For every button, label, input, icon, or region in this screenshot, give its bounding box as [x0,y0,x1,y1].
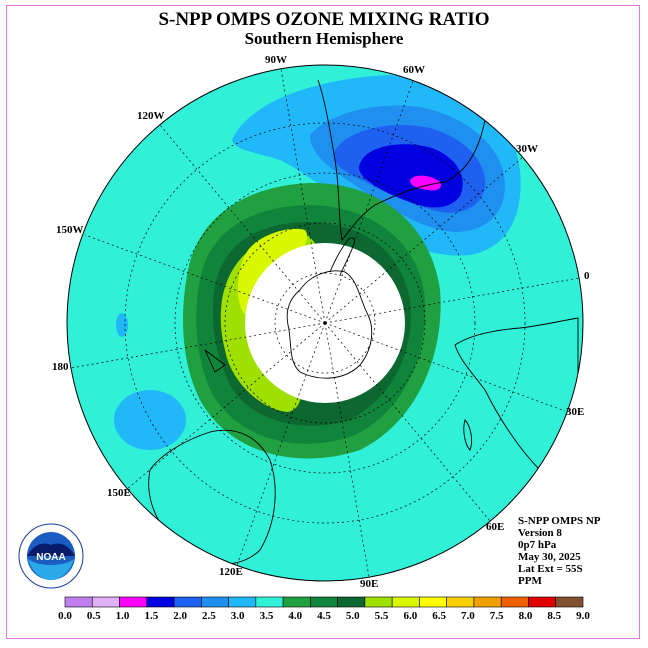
colorbar-tick-label: 0.0 [58,610,72,622]
colorbar-tick-label: 6.5 [432,610,446,622]
colorbar-tick-label: 3.0 [231,610,245,622]
info-product: S-NPP OMPS NP [518,515,601,527]
colorbar-tick-label: 5.5 [375,610,389,622]
colorbar-tick-label: 8.5 [547,610,561,622]
noaa-logo: NOAA [18,523,84,589]
contour-1p5-2p0 [359,144,463,208]
info-version: Version 8 [518,527,562,539]
lon-label-150e: 150E [107,487,131,499]
new-zealand-coast [204,349,226,373]
colorbar-tick-label: 8.0 [519,610,533,622]
contour-patch-small [116,313,128,337]
colorbar-tick-label: 2.0 [173,610,187,622]
colorbar-tick-label: 3.5 [260,610,274,622]
colorbar-swatch [255,596,284,608]
map-subtitle: Southern Hemisphere [244,29,404,48]
lon-label-120e: 120E [219,566,243,578]
colorbar-swatch [146,596,175,608]
colorbar-swatch [555,596,584,608]
colorbar-swatch [282,596,311,608]
colorbar-swatch [310,596,338,608]
lon-label-90e: 90E [360,578,378,590]
colorbar-swatch [173,596,202,608]
colorbar-tick-label: 9.0 [576,610,590,622]
lon-label-120w: 120W [137,110,165,122]
south-pole-dot [323,321,327,325]
lon-label-60w: 60W [403,64,425,76]
product-info: S-NPP OMPS NP Version 8 0p7 hPa May 30, … [518,515,601,587]
colorbar-tick-label: 4.0 [288,610,302,622]
colorbar-swatch [364,596,393,608]
lon-label-30w: 30W [516,143,538,155]
info-date: May 30, 2025 [518,551,581,563]
colorbar-tick-label: 6.0 [403,610,417,622]
lon-label-150w: 150W [56,224,84,236]
colorbar-tick-label: 2.5 [202,610,216,622]
colorbar-tick-label: 7.5 [490,610,504,622]
colorbar-swatch [473,596,502,608]
colorbar-swatch [91,596,120,608]
colorbar-swatch [337,596,366,608]
lon-label-0: 0 [584,270,590,282]
colorbar-swatch [500,596,529,608]
colorbar-swatch [528,596,557,608]
colorbar-swatch [119,596,148,608]
colorbar-tick-label: 4.5 [317,610,331,622]
colorbar-tick-label: 1.0 [116,610,130,622]
colorbar-tick-label: 0.5 [87,610,101,622]
colorbar-swatch [391,596,420,608]
australia-coast [148,429,276,565]
lon-label-180: 180 [52,361,69,373]
colorbar-tick-label: 1.5 [144,610,158,622]
lon-label-90w: 90W [265,54,287,66]
map-title: S-NPP OMPS OZONE MIXING RATIO [158,9,490,30]
colorbar-swatch [419,596,447,608]
colorbar-swatch [201,596,229,608]
antarctica-coast [286,270,373,379]
lon-label-30e: 30E [566,406,584,418]
map-border [66,64,584,582]
colorbar-swatch [446,596,475,608]
info-lat-ext: Lat Ext = 55S [518,563,583,575]
colorbar-tick-label: 5.0 [346,610,360,622]
madagascar-coast [463,419,473,451]
lon-label-60e: 60E [486,521,504,533]
colorbar-swatch [64,596,93,608]
colorbar-swatch [228,596,257,608]
graticule [70,68,580,578]
contour-1p0-1p5 [410,175,442,191]
noaa-logo-text: NOAA [36,552,65,563]
figure-frame [6,5,640,639]
info-units: PPM [518,575,542,587]
colorbar-tick-label: 7.0 [461,610,475,622]
antarctic-peninsula [329,237,355,276]
info-level: 0p7 hPa [518,539,557,551]
